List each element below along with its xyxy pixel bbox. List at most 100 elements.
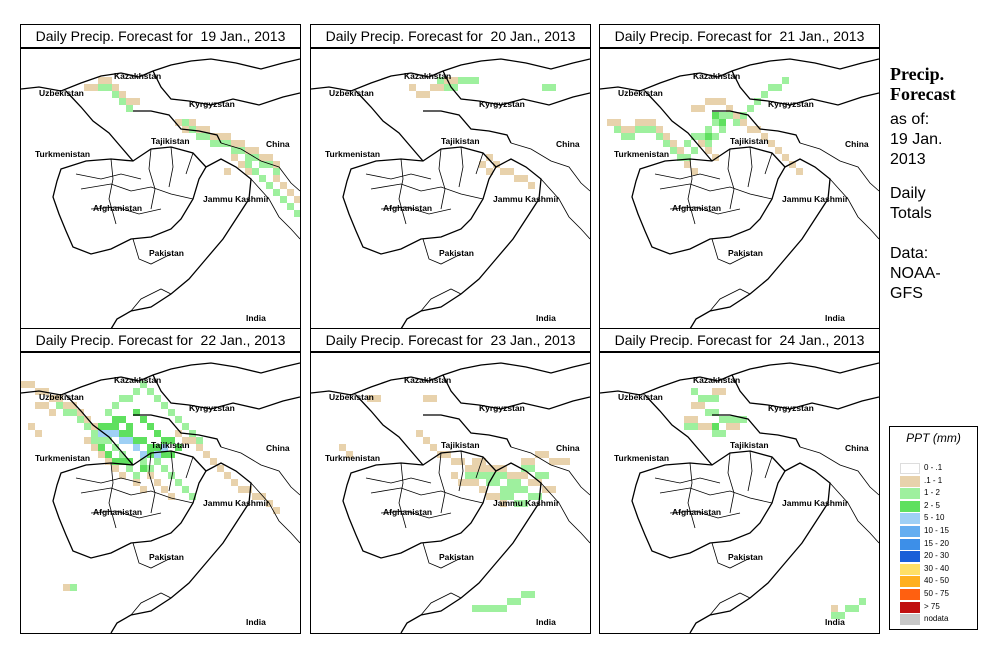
- region-label: Jammu Kashmir: [203, 498, 270, 508]
- precip-cell: [444, 451, 451, 458]
- legend-label: > 75: [924, 601, 940, 611]
- precip-cell: [607, 119, 614, 126]
- precip-cell: [154, 479, 161, 486]
- data-line1: Data:: [890, 245, 929, 262]
- precip-layer: [712, 423, 719, 430]
- precip-cell: [374, 395, 381, 402]
- boundary-line: [829, 482, 879, 544]
- map-svg: Kazakhstan Uzbekistan Kyrgyzstan Tajikistan…: [21, 362, 300, 633]
- region-label: Kyrgyzstan: [479, 99, 525, 109]
- precip-cell: [698, 140, 705, 147]
- forecast-map: Kazakhstan Uzbekistan Kyrgyzstan Tajikistan…: [599, 48, 880, 330]
- precip-cell: [203, 126, 210, 133]
- precip-cell: [768, 140, 775, 147]
- precip-cell: [252, 168, 259, 175]
- precip-cell: [161, 444, 168, 451]
- precip-cell: [556, 458, 563, 465]
- boundary-line: [420, 592, 462, 616]
- precip-cell: [133, 409, 140, 416]
- map-svg: Kazakhstan Uzbekistan Kyrgyzstan Tajikistan…: [21, 58, 300, 329]
- precip-cell: [28, 423, 35, 430]
- precip-cell: [224, 168, 231, 175]
- precip-cell: [147, 444, 154, 451]
- precip-cell: [49, 395, 56, 402]
- boundary-line: [398, 462, 407, 529]
- legend-label: .1 - 1: [924, 475, 943, 485]
- region-label: Kazakhstan: [404, 71, 451, 81]
- boundary-line: [250, 178, 300, 240]
- precip-cell: [768, 84, 775, 91]
- precip-cell: [77, 409, 84, 416]
- boundary-line: [475, 456, 484, 479]
- precip-cell: [472, 458, 479, 465]
- boundary-line: [380, 206, 452, 215]
- boundary-line: [731, 70, 879, 106]
- region-label: Jammu Kashmir: [203, 194, 270, 204]
- panel-title: Daily Precip. Forecast for 20 Jan., 2013: [310, 24, 591, 48]
- precip-cell: [493, 161, 500, 168]
- precip-cell: [245, 168, 252, 175]
- precip-cell: [119, 98, 126, 105]
- precip-cell: [465, 472, 472, 479]
- precip-cell: [500, 500, 507, 507]
- precip-cell: [56, 402, 63, 409]
- precip-cell: [119, 416, 126, 423]
- precip-cell: [500, 472, 507, 479]
- region-label: Tajikistan: [441, 440, 480, 450]
- precip-cell: [500, 168, 507, 175]
- precip-cell: [698, 402, 705, 409]
- precip-cell: [224, 472, 231, 479]
- precip-cell: [712, 133, 719, 140]
- precip-cell: [112, 444, 119, 451]
- precip-cell: [196, 444, 203, 451]
- legend-label: nodata: [924, 614, 949, 624]
- boundary-line: [185, 152, 194, 175]
- precip-cell: [182, 119, 189, 126]
- boundary-line: [75, 173, 142, 180]
- precip-cell: [642, 126, 649, 133]
- region-label: Uzbekistan: [618, 88, 663, 98]
- legend-label: 50 - 75: [924, 589, 949, 598]
- precip-cell: [670, 140, 677, 147]
- precip-cell: [486, 472, 493, 479]
- precip-cell: [542, 84, 549, 91]
- precip-cell: [528, 479, 535, 486]
- boundary-line: [75, 477, 142, 484]
- precip-cell: [147, 465, 154, 472]
- boundary-line: [669, 510, 741, 519]
- precip-cell: [196, 437, 203, 444]
- boundary-line: [65, 394, 134, 466]
- precip-cell: [126, 430, 133, 437]
- precip-cell: [224, 133, 231, 140]
- precip-cell: [175, 444, 182, 451]
- precip-cell: [98, 444, 105, 451]
- precip-cell: [493, 479, 500, 486]
- precip-cell: [112, 416, 119, 423]
- precip-cell: [161, 402, 168, 409]
- region-label: Uzbekistan: [39, 88, 84, 98]
- boundary-line: [220, 142, 300, 192]
- precip-cell: [845, 605, 852, 612]
- precip-cell: [84, 437, 91, 444]
- precip-cell: [168, 437, 175, 444]
- precip-cell: [472, 465, 479, 472]
- precip-cell: [182, 437, 189, 444]
- precip-cell: [642, 119, 649, 126]
- precip-cell: [852, 605, 859, 612]
- precip-cell: [635, 119, 642, 126]
- boundary-line: [659, 183, 773, 200]
- precip-cell: [105, 409, 112, 416]
- boundary-line: [370, 183, 484, 200]
- precip-cell: [761, 91, 768, 98]
- precip-cell: [266, 182, 273, 189]
- precip-cell: [196, 126, 203, 133]
- precip-cell: [479, 605, 486, 612]
- precip-cell: [486, 465, 493, 472]
- precip-cell: [423, 395, 430, 402]
- precip-cell: [563, 458, 570, 465]
- precip-cell: [161, 486, 168, 493]
- sidebar-totals: Daily Totals: [890, 184, 932, 224]
- precip-cell: [367, 395, 374, 402]
- precip-cell: [507, 598, 514, 605]
- legend-swatch: [900, 463, 920, 474]
